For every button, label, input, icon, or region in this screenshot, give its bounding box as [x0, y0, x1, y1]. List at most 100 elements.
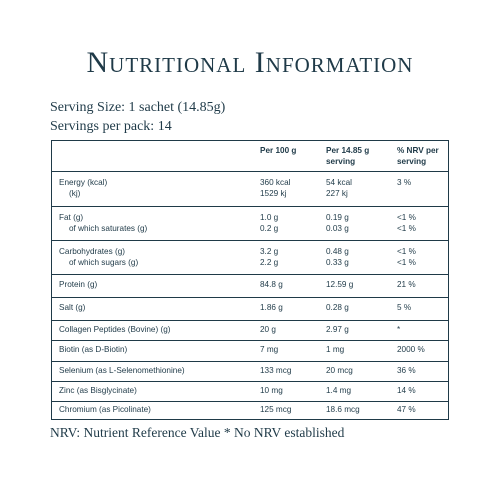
cell-per-serving-line: 0.33 g — [326, 257, 349, 267]
cell-per-100g-line: 7 mg — [260, 345, 279, 354]
cell-nrv-line: <1 % — [397, 223, 416, 233]
cell-nrv-line: 2000 % — [397, 345, 425, 354]
cell-per-serving: 2.97 g — [326, 325, 349, 336]
cell-per-serving-line: 227 kj — [326, 188, 348, 198]
cell-nrv: 3 % — [397, 178, 411, 189]
cell-nutrient-line: (kj) — [69, 188, 81, 198]
cell-nutrient-line: Salt (g) — [59, 303, 86, 312]
cell-nrv-line: 21 % — [397, 280, 416, 289]
header-nrv-line2: serving — [397, 156, 427, 166]
cell-nutrient-line: Selenium (as L-Selenomethionine) — [59, 366, 185, 375]
cell-nutrient-line: of which saturates (g) — [69, 223, 148, 233]
cell-per-100g-line: 0.2 g — [260, 223, 279, 233]
cell-per-serving-line: 2.97 g — [326, 325, 349, 334]
cell-per-100g-line: 125 mcg — [260, 405, 292, 414]
cell-per-100g: 84.8 g — [260, 280, 283, 291]
cell-per-serving-line: 0.03 g — [326, 223, 349, 233]
cell-nutrient: Fat (g) of which saturates (g) — [59, 213, 147, 234]
cell-nutrient: Collagen Peptides (Bovine) (g) — [59, 325, 171, 336]
cell-nrv: 21 % — [397, 280, 416, 291]
table-row: Chromium (as Picolinate) 125 mcg 18.6 mcg 4… — [52, 401, 448, 419]
cell-nutrient-line: Energy (kcal) — [59, 178, 108, 187]
cell-per-100g: 20 g — [260, 325, 276, 336]
cell-per-100g: 125 mcg — [260, 405, 291, 416]
cell-per-100g: 1.86 g — [260, 303, 283, 314]
cell-per-serving-line: 0.19 g — [326, 213, 349, 222]
cell-per-serving: 0.48 g 0.33 g — [326, 247, 349, 268]
cell-nutrient: Selenium (as L-Selenomethionine) — [59, 366, 185, 377]
table-row: Biotin (as D-Biotin) 7 mg 1 mg 2000 % — [52, 340, 448, 362]
table-row: Zinc (as Bisglycinate) 10 mg 1.4 mg 14 % — [52, 381, 448, 402]
nutrition-table: Per 100 g Per 14.85 g serving % NRV per … — [51, 140, 449, 420]
cell-per-serving: 0.28 g — [326, 303, 349, 314]
serving-size: Serving Size: 1 sachet (14.85g) — [50, 100, 226, 115]
table-row: Salt (g) 1.86 g 0.28 g 5 % — [52, 297, 448, 321]
table-row: Selenium (as L-Selenomethionine) 133 mcg 2… — [52, 361, 448, 382]
cell-nutrient: Protein (g) — [59, 280, 97, 291]
cell-nrv-line: * — [397, 325, 401, 334]
cell-nrv-line: 47 % — [397, 405, 416, 414]
cell-nrv-line: <1 % — [397, 213, 416, 222]
cell-per-serving: 18.6 mcg — [326, 405, 360, 416]
cell-nutrient-line: Zinc (as Bisglycinate) — [59, 386, 137, 395]
cell-nrv: 36 % — [397, 366, 416, 377]
cell-nutrient-line: Carbohydrates (g) — [59, 247, 125, 256]
cell-per-serving: 20 mcg — [326, 366, 353, 377]
cell-nrv: 14 % — [397, 386, 416, 397]
header-per-serving-line2: serving — [326, 156, 356, 166]
cell-nrv: 47 % — [397, 405, 416, 416]
serving-info: Serving Size: 1 sachet (14.85g) Servings… — [50, 98, 225, 136]
cell-per-serving-line: 18.6 mcg — [326, 405, 360, 414]
cell-per-serving-line: 12.59 g — [326, 280, 354, 289]
cell-per-100g-line: 3.2 g — [260, 247, 279, 256]
cell-per-serving: 12.59 g — [326, 280, 353, 291]
cell-per-serving-line: 54 kcal — [326, 178, 352, 187]
cell-nutrient: Zinc (as Bisglycinate) — [59, 386, 137, 397]
cell-per-100g: 1.0 g 0.2 g — [260, 213, 278, 234]
header-per-100g-line1: Per 100 g — [260, 146, 297, 155]
header-nrv: % NRV per serving — [397, 146, 439, 167]
cell-per-100g: 133 mcg — [260, 366, 291, 377]
cell-nutrient-line: of which sugars (g) — [69, 257, 139, 267]
cell-nutrient-line: Chromium (as Picolinate) — [59, 405, 151, 414]
cell-per-serving: 54 kcal 227 kj — [326, 178, 352, 199]
cell-nutrient-line: Biotin (as D-Biotin) — [59, 345, 128, 354]
cell-per-100g-line: 10 mg — [260, 386, 283, 395]
cell-per-100g-line: 360 kcal — [260, 178, 291, 187]
cell-nrv: <1 % <1 % — [397, 247, 416, 268]
cell-per-serving: 0.19 g 0.03 g — [326, 213, 349, 234]
cell-nrv-line: <1 % — [397, 247, 416, 256]
cell-per-serving-line: 20 mcg — [326, 366, 353, 375]
cell-nrv-line: 14 % — [397, 386, 416, 395]
table-row: Collagen Peptides (Bovine) (g) 20 g 2.97 g… — [52, 320, 448, 341]
cell-per-100g-line: 1.86 g — [260, 303, 283, 312]
footnote: NRV: Nutrient Reference Value * No NRV e… — [50, 425, 345, 440]
cell-per-100g-line: 2.2 g — [260, 257, 279, 267]
cell-nrv-line: <1 % — [397, 257, 416, 267]
cell-nutrient: Biotin (as D-Biotin) — [59, 345, 127, 356]
header-per-100g: Per 100 g — [260, 146, 296, 157]
cell-nrv: 2000 % — [397, 345, 425, 356]
cell-per-100g-line: 133 mcg — [260, 366, 292, 375]
cell-per-100g-line: 84.8 g — [260, 280, 283, 289]
cell-per-100g-line: 1529 kj — [260, 188, 287, 198]
cell-nrv: 5 % — [397, 303, 411, 314]
header-per-serving-line1: Per 14.85 g — [326, 146, 370, 155]
cell-nutrient: Energy (kcal) (kj) — [59, 178, 107, 199]
cell-per-100g: 3.2 g 2.2 g — [260, 247, 278, 268]
cell-nutrient: Salt (g) — [59, 303, 85, 314]
cell-nrv: * — [397, 325, 400, 336]
cell-per-serving-line: 0.48 g — [326, 247, 349, 256]
table-row: Protein (g) 84.8 g 12.59 g 21 % — [52, 274, 448, 298]
cell-per-serving-line: 0.28 g — [326, 303, 349, 312]
cell-per-100g: 360 kcal 1529 kj — [260, 178, 291, 199]
cell-nrv-line: 36 % — [397, 366, 416, 375]
cell-nutrient-line: Collagen Peptides (Bovine) (g) — [59, 325, 171, 334]
cell-nrv-line: 3 % — [397, 178, 412, 187]
table-row: Energy (kcal) (kj) 360 kcal 1529 kj 54 kcal 2… — [52, 171, 448, 207]
table-row: Carbohydrates (g) of which sugars (g) 3.2 … — [52, 240, 448, 275]
cell-per-serving: 1 mg — [326, 345, 344, 356]
cell-nrv: <1 % <1 % — [397, 213, 416, 234]
cell-per-serving: 1.4 mg — [326, 386, 351, 397]
